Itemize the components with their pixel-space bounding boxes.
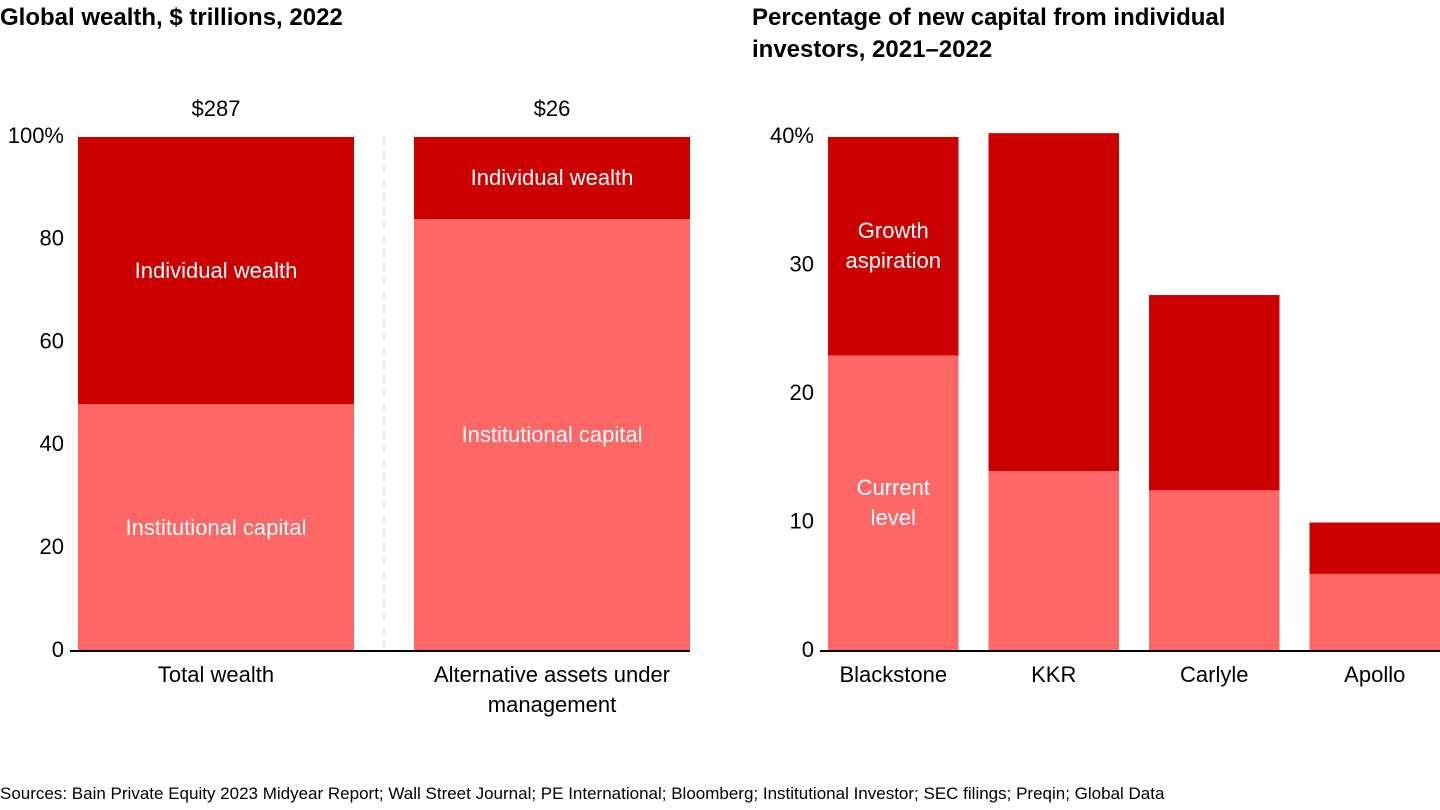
chart-title: Percentage of new capital from individua… — [752, 4, 1226, 63]
total-label: $287 — [192, 96, 241, 121]
y-tick-label: 60 — [40, 328, 64, 353]
y-tick-label: 100% — [8, 123, 64, 148]
x-tick-label: Alternative assets under management — [433, 662, 671, 717]
bar-segment — [988, 471, 1119, 651]
segment-label: Growth aspiration — [845, 218, 941, 274]
x-tick-label: KKR — [1031, 662, 1077, 687]
bar-segment — [78, 404, 354, 651]
segment-label: Current level — [856, 475, 930, 531]
segment-label: Individual wealth — [470, 165, 634, 191]
bar-segment — [1149, 295, 1280, 491]
y-tick-label: 0 — [802, 637, 814, 662]
bar-segment — [988, 133, 1119, 472]
source-note: Sources: Bain Private Equity 2023 Midyea… — [0, 784, 1165, 803]
bar-segment — [78, 137, 354, 405]
y-tick-label: 20 — [790, 380, 814, 405]
x-tick-label: Blackstone — [839, 662, 948, 687]
y-tick-label: 20 — [40, 534, 64, 559]
y-tick-label: 0 — [52, 637, 64, 662]
bar-segment — [1309, 522, 1440, 574]
bar-segment — [828, 355, 959, 651]
y-tick-label: 30 — [790, 251, 814, 276]
y-tick-label: 40 — [40, 431, 64, 456]
bar-segment — [414, 219, 690, 652]
total-label: $26 — [534, 96, 571, 121]
x-tick-label: Total wealth — [157, 662, 275, 687]
chart-title: Global wealth, $ trillions, 2022 — [0, 4, 343, 31]
x-tick-label: Apollo — [1344, 662, 1406, 687]
bar-segment — [1149, 490, 1280, 651]
bar-segment — [828, 137, 959, 356]
y-tick-label: 80 — [40, 226, 64, 251]
bar-segment — [1309, 573, 1440, 651]
y-tick-label: 40% — [770, 123, 814, 148]
x-tick-label: Carlyle — [1180, 662, 1249, 687]
segment-label: Individual wealth — [134, 257, 298, 283]
y-tick-label: 10 — [790, 508, 814, 533]
segment-label: Institutional capital — [125, 514, 307, 540]
bar-segment — [414, 137, 690, 220]
segment-label: Institutional capital — [461, 422, 643, 448]
